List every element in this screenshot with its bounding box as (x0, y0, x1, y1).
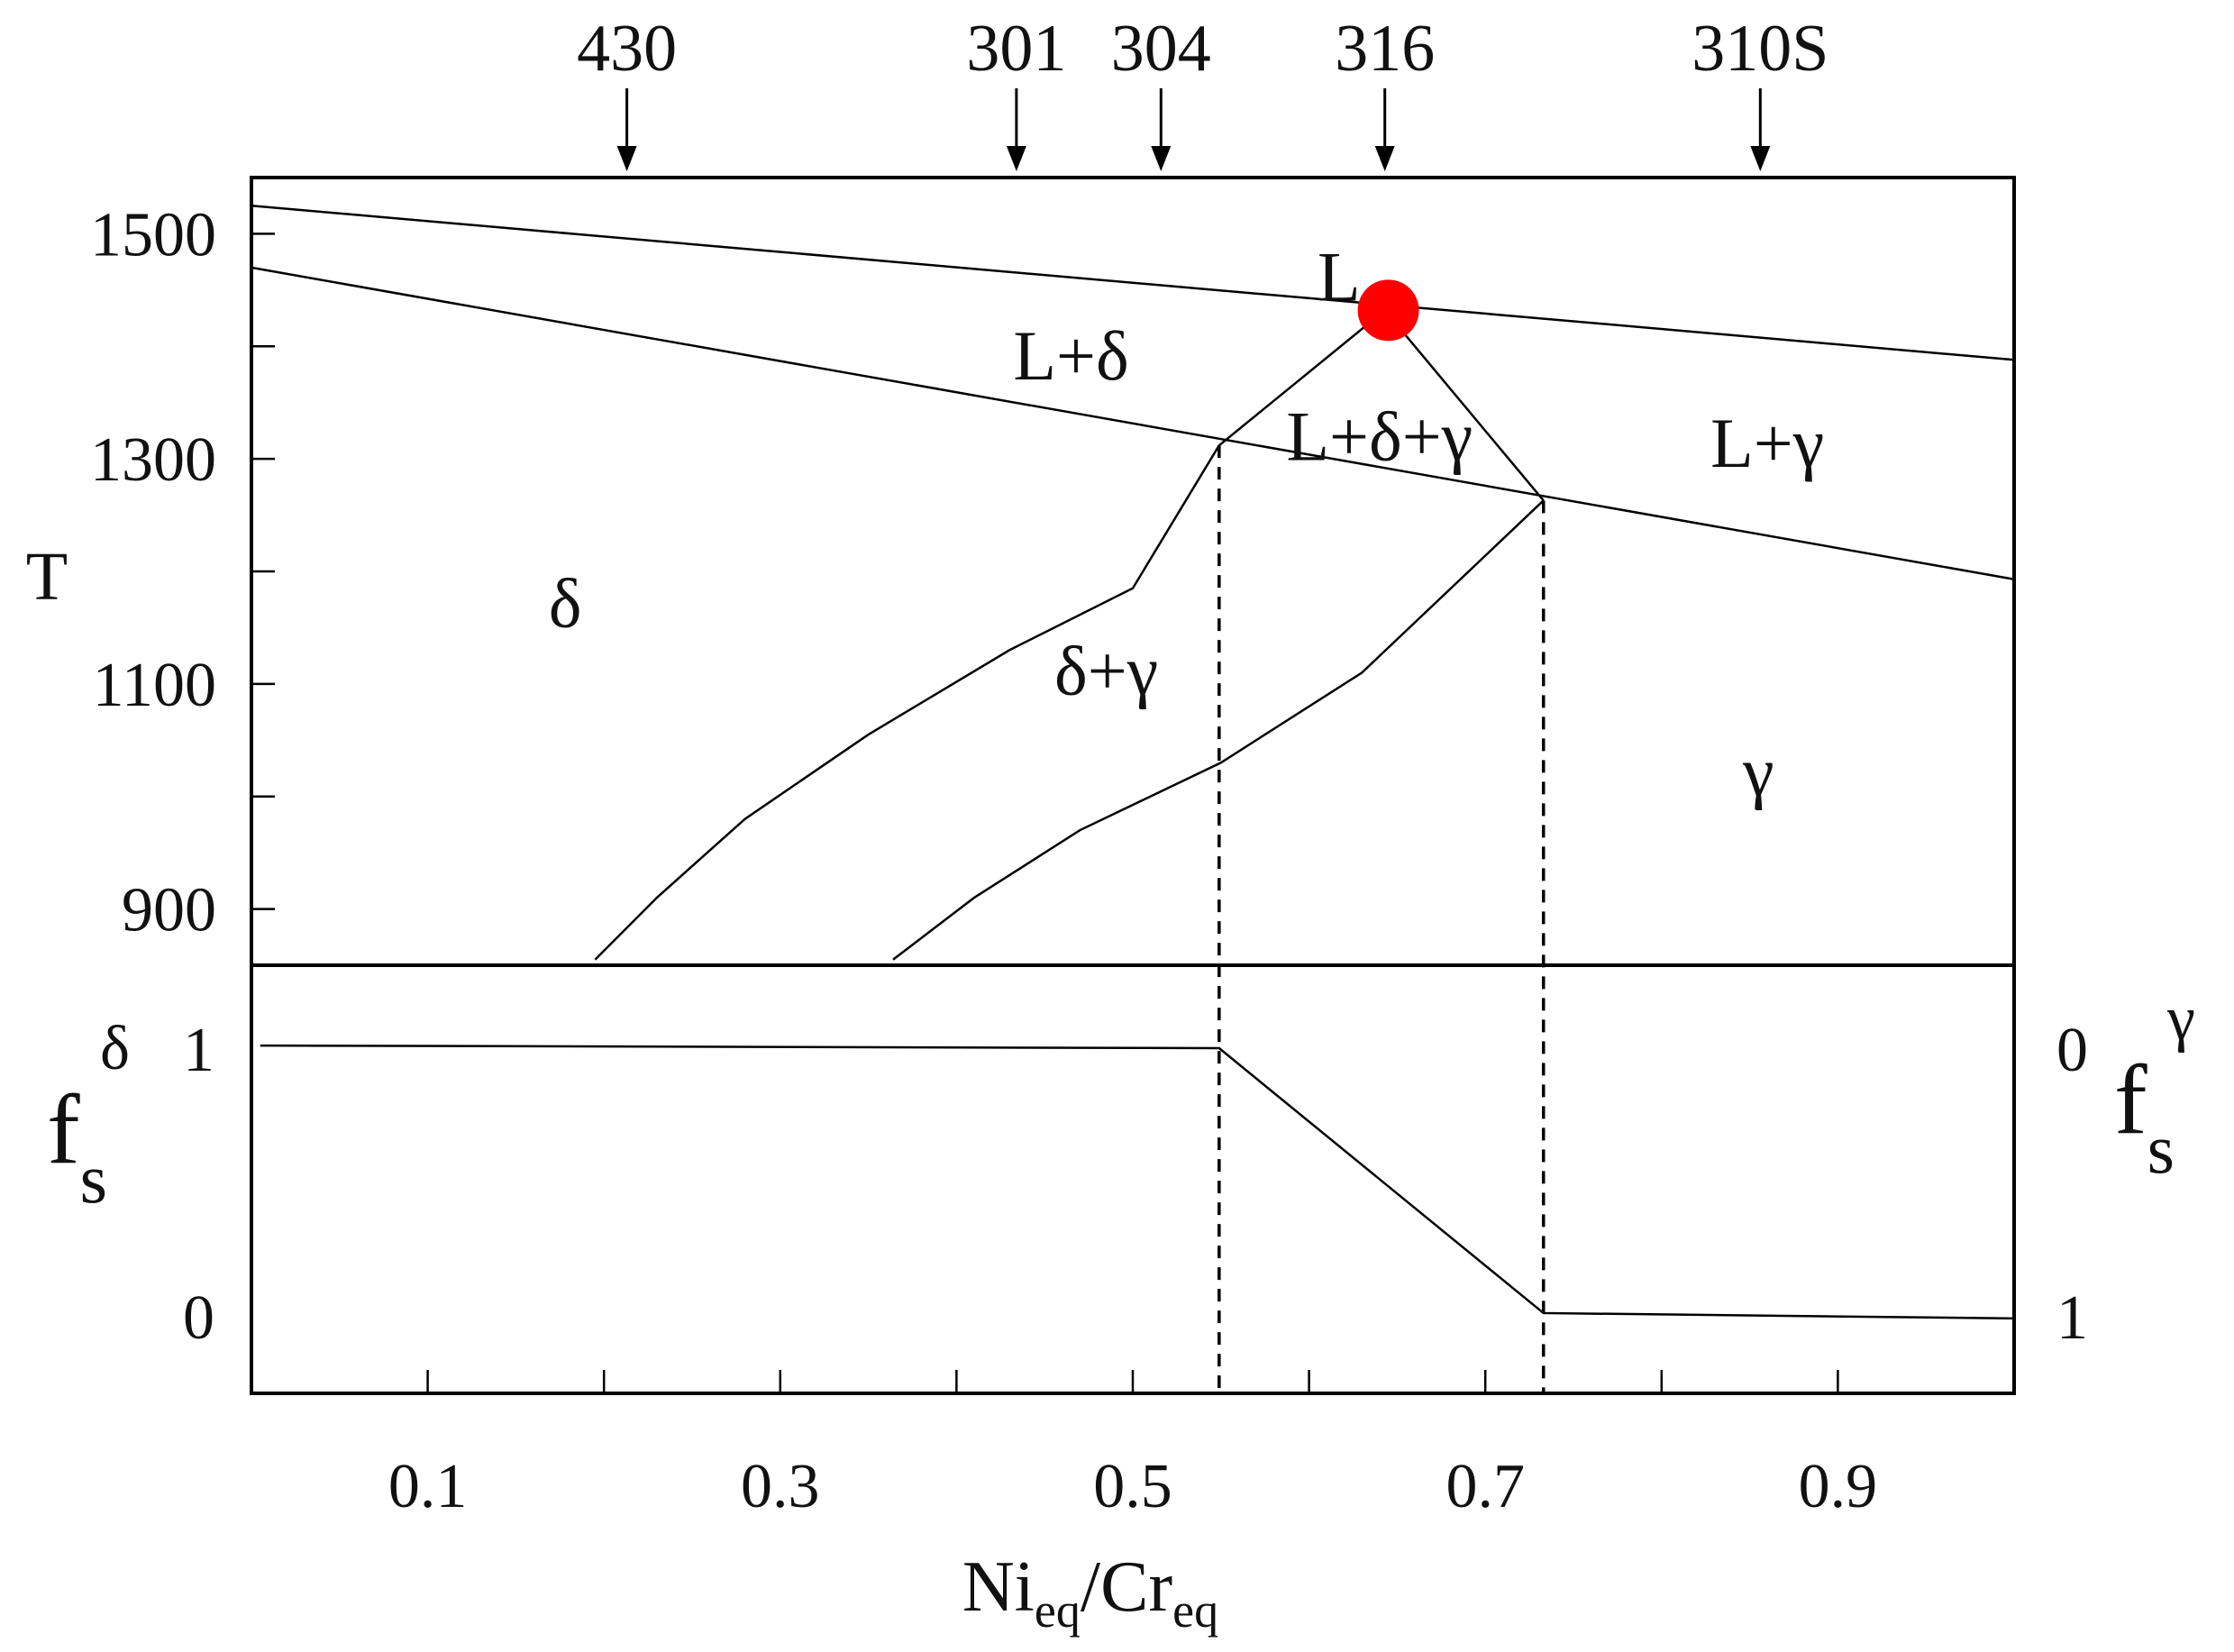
alloy-arrow-head (1750, 146, 1771, 171)
phase-label: L+γ (1710, 404, 1824, 482)
eutectic-point-group (1357, 279, 1419, 342)
alloy-label: 316 (1335, 12, 1435, 86)
phase-label: L+δ (1013, 316, 1128, 395)
x-tick-label: 0.5 (1093, 1452, 1172, 1521)
alloy-markers: 430 301 304 316 310S (577, 12, 1828, 171)
alloy-label: 304 (1111, 12, 1211, 86)
x-tick-label: 0.7 (1445, 1452, 1525, 1521)
boundary-liquidus (251, 204, 2015, 361)
boundary-gamma-solvus (892, 499, 1545, 961)
boundary-delta-solvus (594, 444, 1220, 961)
left-fraction-tick-label: 0 (183, 1283, 214, 1353)
right-fraction-tick-label: 0 (2056, 1016, 2088, 1085)
x-tick-label: 0.1 (388, 1452, 468, 1521)
left-fraction-axis-label-part: s (80, 1139, 107, 1218)
boundary-delta-boundary-upper (1218, 309, 1386, 447)
alloy-label: 430 (577, 12, 677, 86)
right-fraction-tick-label: 1 (2056, 1283, 2088, 1353)
left-fraction-axis-label: fsδ (47, 1014, 130, 1218)
phase-label: L (1318, 237, 1361, 315)
phase-label: γ (1742, 733, 1774, 811)
x-axis-label-part: Ni (962, 1547, 1035, 1627)
axis-ticks (251, 233, 1839, 1393)
boundary-solidus (251, 266, 2015, 580)
x-axis-label-sub: eq (1035, 1584, 1081, 1638)
y-tick-label: 1500 (90, 200, 216, 269)
phase-boundaries (251, 204, 2015, 961)
bottom-panel-frame (250, 963, 2016, 1395)
alloy-label: 310S (1691, 12, 1828, 86)
alloy-arrow-head (616, 146, 637, 171)
x-tick-label: 0.9 (1799, 1452, 1878, 1521)
eutectic-point (1357, 279, 1419, 342)
right-fraction-axis-label-part: γ (2166, 984, 2195, 1054)
alloy-arrow-head (1006, 146, 1026, 171)
phase-label: δ+γ (1054, 631, 1158, 709)
alloy-label: 301 (966, 12, 1066, 86)
boundary-gamma-boundary-upper (1383, 309, 1545, 502)
chart-text: 0.1 0.3 0.5 0.7 0.9 1500 1300 1100 900 1 0 0 1 L L+δ L+… (26, 200, 2195, 1638)
y-tick-label: 1300 (90, 425, 216, 495)
left-fraction-tick-label: 1 (183, 1016, 214, 1085)
x-tick-label: 0.3 (741, 1452, 820, 1521)
alloy-arrow-head (1374, 146, 1395, 171)
right-fraction-axis-label-part: f (2114, 1045, 2147, 1155)
right-fraction-axis-label: fsγ (2114, 984, 2195, 1188)
y-tick-label: 1100 (93, 651, 216, 720)
dashed-guides (1217, 445, 1546, 1393)
fraction-series (260, 1044, 2015, 1320)
phase-label: L+δ+γ (1286, 397, 1473, 476)
x-axis-label: Nieq/Creq (962, 1547, 1218, 1638)
left-fraction-axis-label-part: f (47, 1074, 80, 1184)
y-tick-label: 900 (122, 876, 216, 945)
x-axis-label-part: /Cr (1081, 1547, 1172, 1627)
x-axis-label-sub: eq (1172, 1584, 1218, 1638)
fraction-line (260, 1044, 2015, 1320)
y-axis-label: T (26, 539, 68, 615)
top-panel-frame (250, 176, 2016, 967)
right-fraction-axis-label-part: s (2147, 1109, 2175, 1188)
left-fraction-axis-label-part: δ (100, 1014, 130, 1083)
phase-label: δ (549, 563, 582, 642)
alloy-arrow-head (1151, 146, 1172, 171)
